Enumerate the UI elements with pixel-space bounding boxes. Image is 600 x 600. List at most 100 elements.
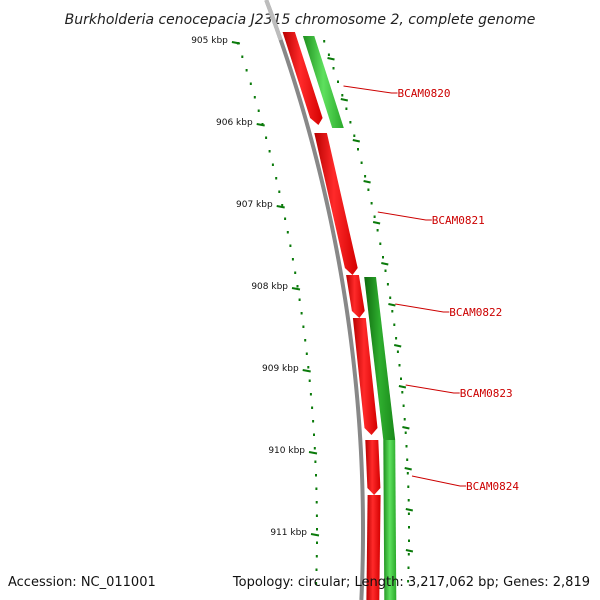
major-tick: [231, 41, 241, 45]
tick-dot: [257, 109, 260, 112]
label-leader-line: [343, 85, 398, 94]
tick-dot: [345, 107, 348, 110]
forward-gene-block: [364, 277, 396, 440]
label-leader-line: [405, 384, 460, 394]
tick-dot: [398, 364, 401, 367]
tick-dot: [245, 69, 248, 72]
reverse-gene-arrow: [366, 495, 381, 600]
tick-dot: [315, 474, 317, 477]
major-tick: [276, 205, 285, 209]
tick-dot: [268, 150, 271, 153]
major-tick: [352, 139, 361, 143]
label-leader-line: [395, 303, 450, 313]
tick-marks: [231, 40, 414, 585]
major-tick: [308, 451, 318, 455]
tick-dot: [312, 420, 315, 423]
scale-label: 909 kbp: [262, 364, 299, 374]
gene-label: BCAM0821: [432, 214, 485, 227]
tick-dot: [291, 258, 294, 261]
scale-label: 911 kbp: [270, 528, 307, 538]
accession-text: Accession: NC_011001: [8, 575, 156, 590]
tick-dot: [408, 526, 410, 529]
tick-dot: [296, 285, 299, 288]
tick-dot: [406, 458, 409, 461]
tick-dot: [396, 350, 399, 353]
tick-dot: [407, 512, 410, 515]
tick-dot: [386, 283, 389, 286]
tick-dot: [389, 296, 392, 299]
tick-dot: [408, 539, 410, 542]
tick-dot: [308, 379, 311, 382]
tick-dot: [400, 377, 402, 380]
tick-dot: [305, 352, 308, 355]
tick-dot: [353, 134, 356, 137]
scale-label: 907 kbp: [236, 200, 273, 210]
major-tick: [393, 344, 402, 348]
map-title: Burkholderia cenocepacia J2315 chromosom…: [65, 12, 536, 28]
tick-dot: [341, 94, 344, 97]
tick-dot: [382, 256, 384, 259]
tick-dot: [376, 229, 379, 232]
reverse-gene-arrow: [314, 133, 358, 275]
tick-dot: [315, 514, 318, 517]
tick-dot: [302, 325, 305, 328]
tick-dot: [294, 271, 297, 274]
tick-dot: [315, 568, 318, 571]
tick-dot: [316, 541, 318, 544]
tick-dot: [395, 337, 398, 340]
tick-dot: [298, 298, 301, 301]
gene-label: BCAM0822: [449, 306, 502, 319]
tick-dot: [316, 528, 318, 531]
tick-dot: [370, 202, 373, 205]
label-leader-line: [411, 475, 466, 487]
reverse-gene-arrow: [365, 440, 381, 495]
major-tick: [302, 369, 311, 373]
tick-dot: [407, 566, 410, 569]
tick-dot: [360, 161, 363, 164]
tick-dot: [379, 242, 382, 245]
major-tick: [404, 467, 412, 471]
tick-dot: [313, 433, 315, 436]
gene-label: BCAM0820: [398, 87, 451, 100]
tick-dot: [407, 580, 410, 583]
tick-dot: [275, 177, 278, 180]
tick-dot: [402, 404, 405, 407]
major-tick: [381, 262, 389, 266]
tick-dot: [407, 485, 410, 488]
tick-dot: [286, 231, 289, 234]
tick-dot: [327, 53, 330, 56]
tick-dot: [313, 447, 316, 450]
reverse-gene-arrow: [282, 32, 323, 125]
major-tick: [340, 98, 349, 102]
major-tick: [402, 426, 410, 430]
scale-labels: 905 kbp 906 kbp 907 kbp 908 kbp 909 kbp 910 k…: [191, 36, 307, 538]
topology-text: Topology: circular; Length: 3,217,062 bp…: [232, 575, 590, 590]
tick-dot: [401, 391, 404, 394]
tick-dot: [391, 310, 394, 313]
major-tick: [388, 303, 396, 307]
forward-gene-block: [302, 36, 344, 128]
scale-label: 908 kbp: [251, 282, 288, 292]
reverse-gene-arrow: [346, 275, 365, 318]
tick-dot: [300, 312, 303, 315]
tick-dot: [249, 82, 252, 85]
tick-dot: [315, 582, 318, 585]
tick-dot: [407, 553, 410, 556]
tick-dot: [253, 96, 256, 99]
major-tick: [256, 123, 265, 127]
tick-dot: [405, 445, 408, 448]
scale-label: 910 kbp: [268, 446, 305, 456]
major-tick: [405, 549, 414, 553]
tick-dot: [384, 269, 387, 272]
tick-dot: [271, 163, 274, 166]
tick-dot: [284, 217, 287, 220]
major-tick: [327, 57, 335, 61]
tick-dot: [364, 175, 367, 178]
tick-dot: [315, 487, 318, 490]
tick-dot: [278, 190, 281, 193]
tick-dot: [337, 80, 339, 83]
reverse-gene-arrow: [352, 318, 378, 435]
gene-label: BCAM0823: [460, 387, 513, 400]
tick-dot: [393, 323, 396, 326]
